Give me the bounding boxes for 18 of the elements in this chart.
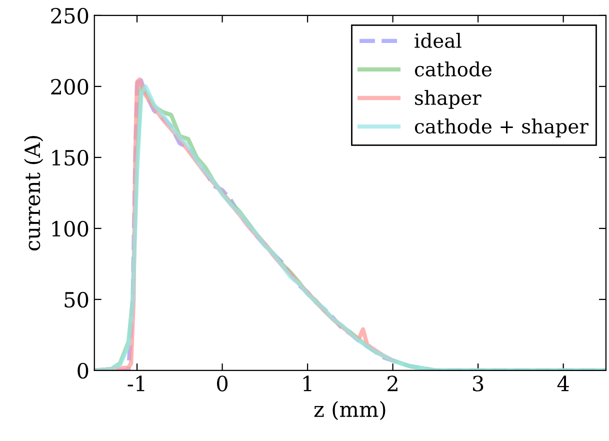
x-tick-label: 3 (473, 376, 484, 392)
x-axis-title: z (mm) (314, 401, 386, 420)
y-axis-title: current (A) (24, 136, 44, 250)
legend-label: cathode + shaper (414, 118, 588, 138)
y-tick-label: 200 (51, 78, 88, 95)
x-tick-label: 0 (217, 376, 228, 392)
y-tick-label: 100 (52, 220, 88, 237)
y-tick-label: 0 (78, 362, 88, 379)
y-tick-label: 250 (51, 8, 88, 24)
x-tick-label: 1 (303, 376, 312, 392)
y-tick-label: 50 (64, 292, 88, 308)
x-tick-label: 2 (388, 376, 398, 392)
legend-label: cathode (414, 61, 492, 77)
x-tick-label: -1 (128, 376, 144, 392)
legend-label: ideal (414, 32, 462, 48)
y-tick-label: 150 (52, 150, 88, 166)
legend-label: shaper (415, 90, 482, 109)
x-tick-label: 4 (557, 376, 569, 392)
